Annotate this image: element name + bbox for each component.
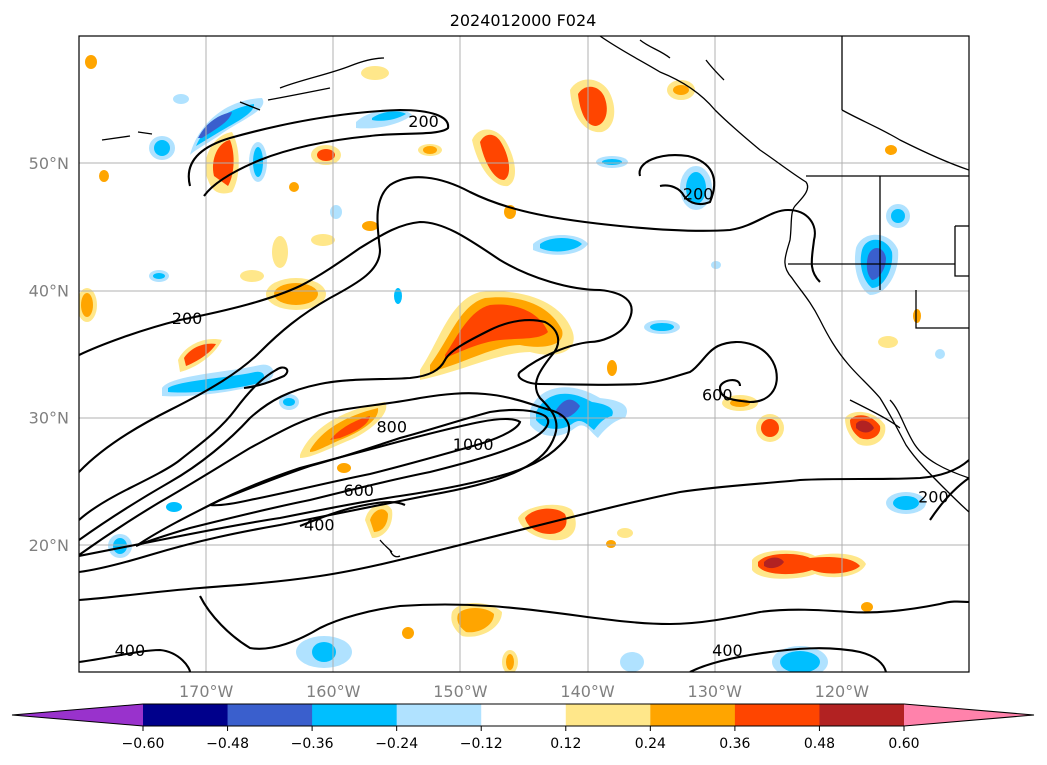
- colorbar-tick-label: −0.60: [122, 736, 165, 752]
- lon-tick-label: 160°W: [306, 682, 361, 701]
- contour-label: 400: [115, 641, 146, 660]
- colorbar-tick-label: 0.12: [550, 736, 581, 752]
- colorbar-tick-label: 0.48: [804, 736, 835, 752]
- colorbar-extend-min: [12, 704, 143, 726]
- map-panel: 200 200 200 200 600 800 1000 600 400 400 400: [79, 36, 969, 672]
- colorbar-tick-label: −0.36: [291, 736, 334, 752]
- contour-label: 600: [343, 481, 374, 500]
- anomaly-shading: [79, 55, 945, 672]
- colorbar-swatch: [565, 704, 651, 726]
- lon-tick-label: 120°W: [815, 682, 870, 701]
- colorbar-swatch: [650, 704, 736, 726]
- contour-label: 200: [172, 309, 203, 328]
- lat-tick-label: 50°N: [29, 154, 69, 173]
- colorbar-tick-label: −0.48: [206, 736, 249, 752]
- colorbar: −0.60 −0.48 −0.36 −0.24 −0.12 0.12 0.24 0.36 0.4…: [11, 703, 1035, 752]
- colorbar-swatch: [396, 704, 482, 726]
- contour-label: 800: [376, 417, 407, 436]
- colorbar-swatch: [143, 704, 229, 726]
- contour-label: 400: [712, 641, 743, 660]
- contour-label: 400: [304, 515, 335, 534]
- map-frame: [78, 35, 970, 673]
- lon-tick-label: 130°W: [688, 682, 743, 701]
- longitude-axis: 170°W 160°W 150°W 140°W 130°W 120°W: [179, 682, 869, 701]
- latitude-axis: 20°N 30°N 40°N 50°N: [29, 154, 69, 555]
- contour-label: 600: [702, 386, 733, 405]
- lat-tick-label: 40°N: [29, 281, 69, 300]
- lon-tick-label: 140°W: [560, 682, 615, 701]
- colorbar-tick-label: 0.36: [719, 736, 750, 752]
- map-title: 2024012000 F024: [450, 11, 597, 30]
- lat-tick-label: 30°N: [29, 409, 69, 428]
- height-contours: [79, 108, 969, 672]
- colorbar-swatch: [481, 704, 567, 726]
- colorbar-tick-label: 0.60: [888, 736, 919, 752]
- lon-tick-label: 170°W: [179, 682, 234, 701]
- colorbar-extend-max: [904, 704, 1034, 726]
- contour-labels: 200 200 200 200 600 800 1000 600 400 400 400: [115, 112, 949, 660]
- lat-tick-label: 20°N: [29, 536, 69, 555]
- colorbar-swatch: [312, 704, 398, 726]
- colorbar-tick-label: −0.24: [375, 736, 418, 752]
- lon-tick-label: 150°W: [433, 682, 488, 701]
- contour-label: 200: [918, 487, 949, 506]
- contour-label: 1000: [453, 435, 494, 454]
- contour-label: 200: [408, 112, 439, 131]
- colorbar-swatch: [734, 704, 820, 726]
- colorbar-swatch: [227, 704, 313, 726]
- contour-label: 200: [683, 185, 714, 204]
- colorbar-tick-label: 0.24: [635, 736, 666, 752]
- colorbar-tick-label: −0.12: [460, 736, 503, 752]
- colorbar-swatch: [819, 704, 905, 726]
